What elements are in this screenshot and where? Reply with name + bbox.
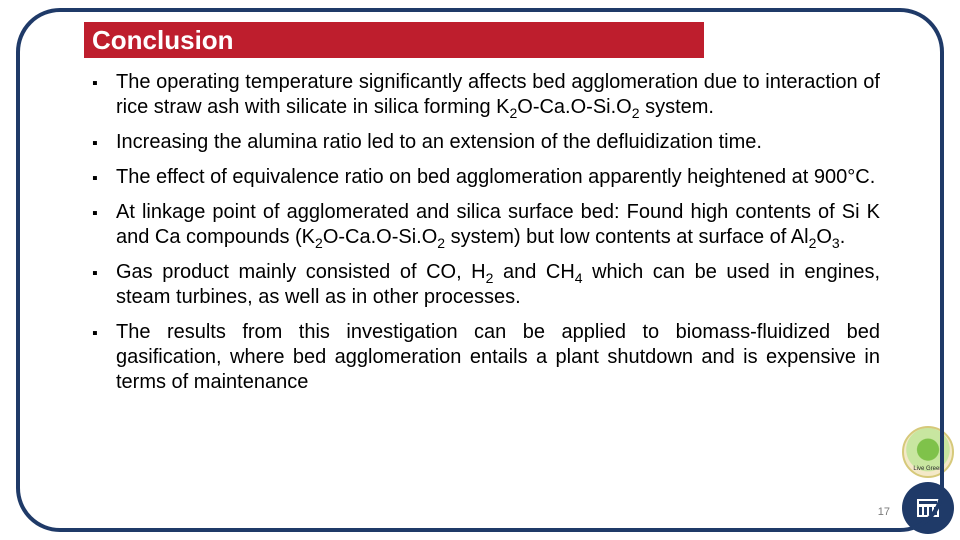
bullet-text: The results from this investigation can … bbox=[116, 320, 880, 395]
institution-logo-icon bbox=[902, 482, 954, 534]
slide: Conclusion ▪ The operating temperature s… bbox=[0, 0, 960, 540]
logo-caption: Live Green bbox=[913, 466, 942, 472]
bullet-marker-icon: ▪ bbox=[92, 165, 116, 189]
bullet-marker-icon: ▪ bbox=[92, 320, 116, 344]
bullet-marker-icon: ▪ bbox=[92, 260, 116, 284]
bullet-text: The effect of equivalence ratio on bed a… bbox=[116, 165, 880, 190]
bullet-item: ▪ The results from this investigation ca… bbox=[92, 320, 880, 395]
bullet-item: ▪ At linkage point of agglomerated and s… bbox=[92, 200, 880, 250]
bullet-marker-icon: ▪ bbox=[92, 70, 116, 94]
conference-logo-icon: Live Green bbox=[902, 426, 954, 478]
title-text: Conclusion bbox=[92, 25, 234, 56]
bullet-text: The operating temperature significantly … bbox=[116, 70, 880, 120]
bullet-text: Gas product mainly consisted of CO, H2 a… bbox=[116, 260, 880, 310]
logo-stack: Live Green bbox=[896, 426, 960, 534]
bullet-item: ▪ Increasing the alumina ratio led to an… bbox=[92, 130, 880, 155]
bullet-text: At linkage point of agglomerated and sil… bbox=[116, 200, 880, 250]
content-area: ▪ The operating temperature significantl… bbox=[92, 70, 880, 500]
building-icon bbox=[917, 499, 939, 517]
bullet-text: Increasing the alumina ratio led to an e… bbox=[116, 130, 880, 155]
title-bar: Conclusion bbox=[84, 22, 704, 58]
bullet-item: ▪ The operating temperature significantl… bbox=[92, 70, 880, 120]
page-number: 17 bbox=[878, 506, 890, 518]
bullet-item: ▪ The effect of equivalence ratio on bed… bbox=[92, 165, 880, 190]
bullet-item: ▪ Gas product mainly consisted of CO, H2… bbox=[92, 260, 880, 310]
bullet-marker-icon: ▪ bbox=[92, 200, 116, 224]
bullet-marker-icon: ▪ bbox=[92, 130, 116, 154]
